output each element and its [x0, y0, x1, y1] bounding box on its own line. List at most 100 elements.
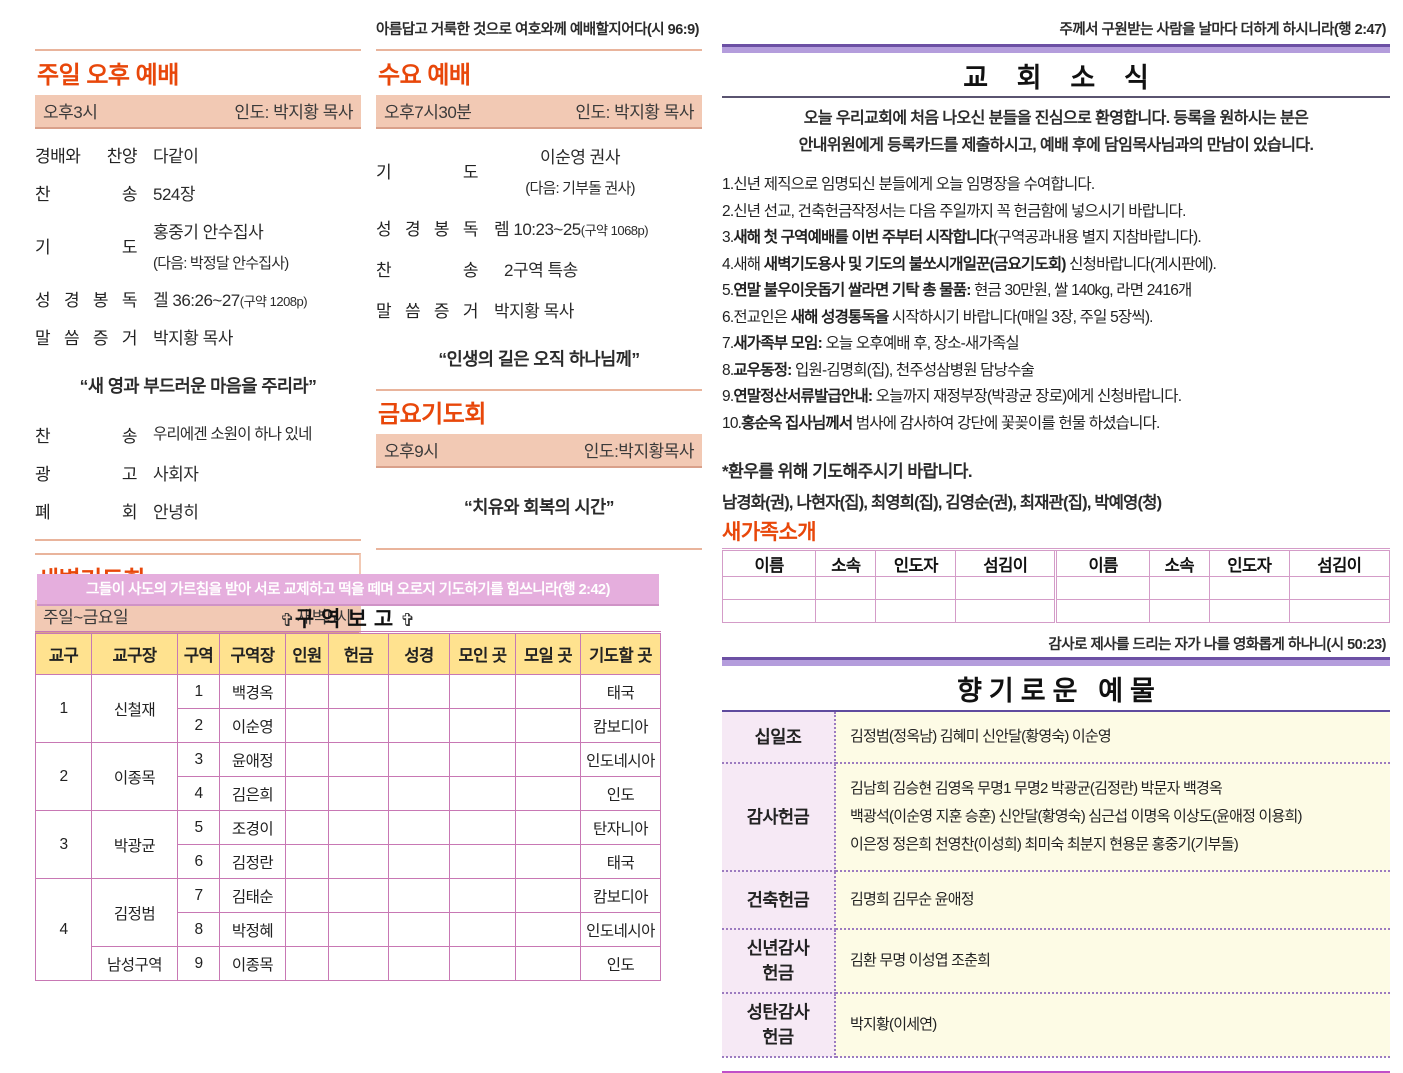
col-header: 교구장	[91, 631, 178, 675]
cell-district-num: 2	[177, 708, 220, 743]
welcome-paragraph: 오늘 우리교회에 처음 나오신 분들을 진심으로 환영합니다. 등록을 원하시는…	[722, 105, 1390, 159]
offering-table: 십일조 김정범(정옥남) 김혜미 신안달(황영숙) 이순영 감사헌금 김남희 김…	[722, 710, 1390, 1058]
worship-row-label: 경배와 찬양	[35, 147, 138, 166]
worship-row-label: 폐 회	[35, 503, 138, 522]
cell-empty	[515, 912, 581, 947]
cell-empty	[388, 742, 450, 777]
offering-type: 성탄감사 헌금	[722, 993, 836, 1058]
table-row: 신년감사 헌금 김환 무명 이성엽 조춘희	[722, 929, 1390, 994]
news-item: 9.연말정산서류발급안내: 오늘까지 재정부장(박광균 장로)에게 신청바랍니다…	[722, 384, 1390, 411]
sunday-service-leader: 인도: 박지황 목사	[234, 103, 353, 122]
cell-empty	[721, 599, 817, 623]
worship-row: 경배와 찬양 다같이	[35, 142, 361, 167]
cell-empty	[328, 912, 389, 947]
patient-prayer-heading: *환우를 위해 기도해주시기 바랍니다.	[722, 462, 973, 481]
cell-empty	[449, 946, 516, 981]
church-news-header: 교 회 소 식	[722, 53, 1390, 98]
worship-row-value: 524장	[153, 185, 196, 204]
news-list: 1.신년 제직으로 임명되신 분들에게 오늘 임명장을 수여합니다. 2.신년 …	[722, 172, 1390, 437]
cell-district-leader: 김정란	[219, 844, 286, 879]
bulletin-right-page: 주께서 구원받는 사람을 날마다 더하게 하시니라(행 2:47) 교 회 소 …	[721, 18, 1391, 1073]
patient-prayer-names: 남경화(권), 나현자(집), 최영희(집), 김영순(권), 최재관(집), …	[722, 494, 1162, 512]
cross-icon: ✞	[400, 610, 416, 630]
cell-empty	[328, 844, 389, 879]
worship-row: 기 도 이순영 권사 (다음: 기부돌 권사)	[376, 143, 702, 198]
new-family-table: 이름 소속 인도자 섬김이 이름 소속 인도자 섬김이	[721, 548, 1391, 623]
col-header: 헌금	[328, 631, 389, 675]
offering-type: 십일조	[722, 711, 836, 764]
cell-empty	[449, 708, 516, 743]
cell-empty	[328, 742, 389, 777]
worship-row-label: 기 도	[35, 238, 138, 257]
cell-district-num: 6	[177, 844, 220, 879]
news-item: 8.교우동정: 입원-김명희(집), 천주성삼병원 담낭수술	[722, 358, 1390, 385]
worship-row-value: 렘 10:23~25(구약 1068p)	[494, 215, 649, 240]
news-item: 3.새해 첫 구역예배를 이번 주부터 시작합니다(구역공과내용 별지 지참바랍…	[722, 225, 1390, 252]
offering-title: 향기로운 예물	[957, 676, 1162, 706]
cell-empty	[721, 576, 817, 600]
cell-parish: 3	[35, 810, 92, 879]
col-header: 이름	[721, 548, 817, 577]
news-item-text: 4.새해	[722, 255, 764, 273]
cell-empty	[388, 912, 450, 947]
welcome-line: 오늘 우리교회에 처음 나오신 분들을 진심으로 환영합니다. 등록을 원하시는…	[803, 110, 1309, 127]
worship-row: 폐 회 안녕히	[35, 498, 361, 523]
cell-district-leader: 김은희	[219, 776, 286, 811]
cell-pray-place: 캄보디아	[580, 878, 661, 913]
table-row: 4 김정범 7 김태순 캄보디아	[35, 878, 661, 981]
worship-row-value: 겔 36:26~27(구약 1208p)	[153, 286, 308, 311]
cell-empty	[328, 708, 389, 743]
cell-empty	[285, 946, 329, 981]
worship-row-label: 광 고	[35, 465, 138, 484]
worship-row-value: 사회자	[153, 465, 199, 484]
cell-empty	[328, 674, 389, 709]
cell-empty	[449, 674, 516, 709]
worship-row-label: 기 도	[376, 163, 479, 182]
cell-empty	[515, 708, 581, 743]
news-item-text: 신청바랍니다(게시판에).	[1065, 255, 1217, 273]
cell-district-leader: 백경옥	[219, 674, 286, 709]
col-header: 구역	[177, 631, 220, 675]
sunday-sermon-quote: “새 영과 부드러운 마음을 주리라”	[79, 376, 317, 396]
cell-empty	[515, 844, 581, 879]
bulletin-left-page: 아름답고 거룩한 것으로 여호와께 예배할지어다(시 96:9) 주일 오후 예…	[35, 18, 703, 981]
left-top-scripture-quote: 아름답고 거룩한 것으로 여호와께 예배할지어다(시 96:9)	[376, 22, 699, 38]
wednesday-sermon-quote: “인생의 길은 오직 하나님께”	[438, 349, 640, 369]
cell-empty	[875, 599, 957, 623]
news-item-text: 6.전교인은	[722, 308, 791, 326]
friday-prayer-quote: “치유와 회복의 시간”	[463, 497, 615, 517]
col-header: 모일 곳	[515, 631, 581, 675]
cell-pray-place: 태국	[580, 844, 661, 879]
worship-row-value: 홍중기 안수집사 (다음: 박정달 안수집사)	[153, 218, 289, 273]
worship-row-value: 이순영 권사 (다음: 기부돌 권사)	[482, 143, 678, 198]
cell-empty	[515, 742, 581, 777]
purple-divider-bar	[722, 657, 1390, 666]
cell-empty	[328, 946, 389, 981]
cell-empty	[815, 576, 877, 600]
news-item-text: 시작하시기 바랍니다(매일 3장, 주일 5장씩).	[888, 308, 1154, 326]
cell-empty	[515, 878, 581, 913]
new-family-header-row: 이름 소속 인도자 섬김이 이름 소속 인도자 섬김이	[721, 548, 1391, 577]
cell-empty	[449, 776, 516, 811]
table-row: 8 박정혜 인도네시아	[36, 912, 661, 947]
worship-row-label: 찬 송	[35, 185, 138, 204]
sunday-service-bar: 오후3시 인도: 박지황 목사	[35, 95, 361, 129]
news-item-bold: 홍순옥 집사님께서	[741, 414, 853, 432]
scripture-ref: 렘 10:23~25	[494, 220, 581, 239]
cell-district-num: 1	[177, 674, 220, 709]
col-header: 성경	[388, 631, 450, 675]
section-divider	[35, 539, 361, 541]
prayer-person: 홍중기 안수집사	[153, 223, 264, 242]
news-item-text: 8.	[722, 361, 734, 379]
district-header-row: 교구 교구장 구역 구역장 인원 헌금 성경 모인 곳 모일 곳 기도할 곳	[35, 631, 661, 675]
table-row	[721, 576, 1391, 600]
cell-empty	[285, 810, 329, 845]
news-item: 10.홍순옥 집사님께서 범사에 감사하여 강단에 꽃꽂이를 헌물 하셨습니다.	[722, 411, 1390, 438]
cell-district-leader: 박정혜	[219, 912, 286, 947]
news-item-text: 10.	[722, 414, 742, 432]
cell-empty	[285, 844, 329, 879]
offering-names: 김명희 김무순 윤애정	[835, 871, 1390, 930]
prayer-person: 이순영 권사	[540, 148, 620, 167]
cell-empty	[388, 776, 450, 811]
table-row: 2 이종목 3 윤애정 인도네시아	[35, 742, 661, 811]
